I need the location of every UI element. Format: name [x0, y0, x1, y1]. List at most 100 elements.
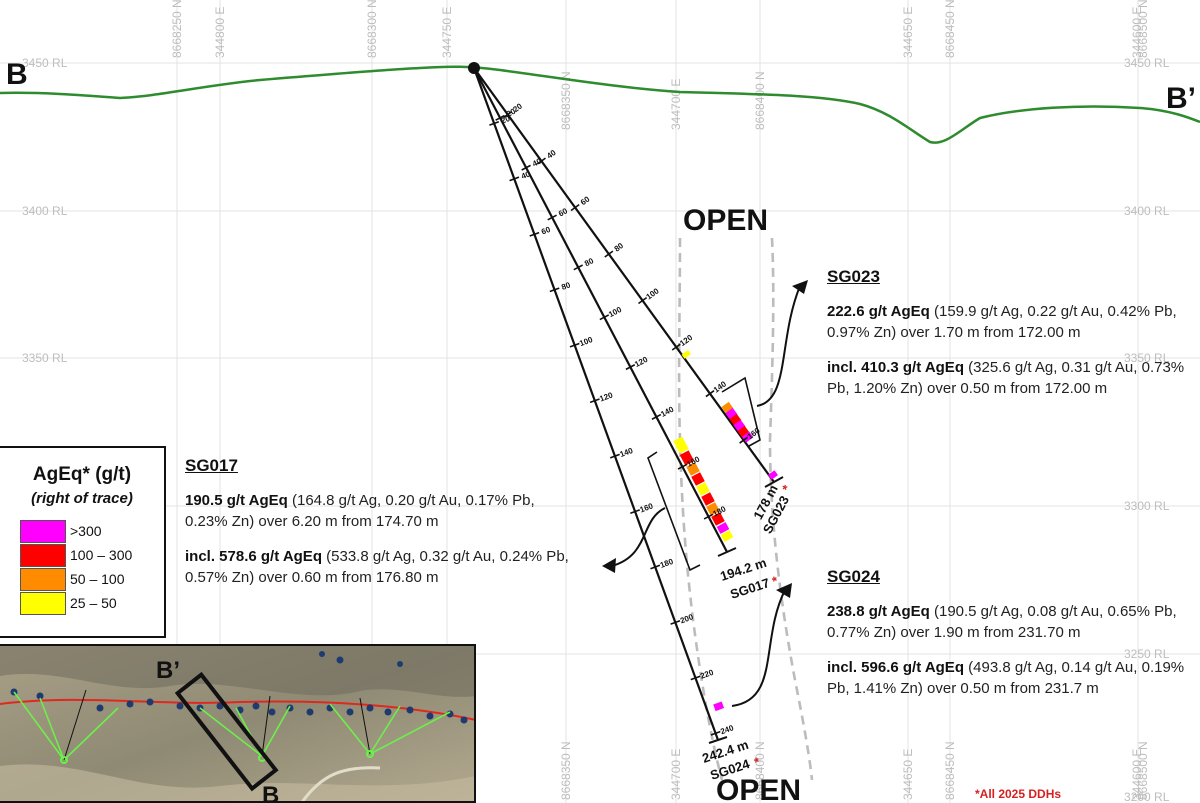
legend-swatch — [20, 519, 66, 543]
star-marker: * — [752, 754, 762, 770]
drill-trace-sg023 — [473, 67, 775, 483]
northing-label: 8668500 N — [1136, 0, 1150, 58]
easting-label: 344750 E — [440, 7, 454, 58]
northing-label: 8668450 N — [943, 0, 957, 58]
inset-canvas: B’ B — [0, 646, 474, 803]
easting-label: 344700 E — [669, 79, 683, 130]
result-incl-grade: incl. 596.6 g/t AgEq — [827, 659, 964, 676]
depth-tick-label: 140 — [659, 404, 675, 418]
terrain-ridge — [0, 646, 474, 697]
depth-tick-mark — [650, 564, 661, 570]
assay-interval — [706, 502, 720, 516]
depth-tick-mark — [671, 343, 681, 351]
depth-tick-label: 20 — [500, 114, 512, 126]
result-incl-grade: incl. 410.3 g/t AgEq — [827, 359, 964, 376]
legend: AgEq* (g/t) (right of trace) >300 100 – … — [0, 446, 166, 638]
depth-tick-mark — [604, 250, 614, 258]
footnote: *All 2025 DDHs — [975, 787, 1062, 801]
assay-interval — [711, 512, 725, 526]
open-zone-boundary-right — [768, 237, 814, 781]
assay-interval — [768, 470, 778, 480]
result-main-detail: (159.9 g/t Ag, 0.22 g/t Au, 0.42% Pb, 0.… — [827, 303, 1177, 341]
depth-tick-mark — [509, 176, 520, 182]
top-coordinates: 8668250 N 344800 E 8668300 N 344750 E 86… — [170, 0, 1150, 130]
rl-label-left: 3400 RL — [22, 204, 68, 218]
open-label-top: OPEN — [683, 204, 768, 237]
legend-item: 50 – 100 — [20, 567, 164, 591]
result-incl: incl. 410.3 g/t AgEq (325.6 g/t Ag, 0.31… — [827, 357, 1199, 399]
inset-label-b-prime: B’ — [156, 657, 180, 684]
assay-interval — [691, 472, 705, 486]
northing-label: 8668400 N — [753, 71, 767, 130]
depth-tick-label: 80 — [583, 256, 596, 268]
legend-label: 50 – 100 — [70, 571, 125, 587]
assay-interval — [729, 413, 742, 426]
track-road — [301, 766, 381, 801]
depth-tick-label: 180 — [659, 557, 675, 570]
interval-bracket-sg017 — [647, 451, 701, 572]
assay-interval — [737, 425, 750, 438]
assay-interval — [673, 436, 689, 454]
legend-item: >300 — [20, 519, 164, 543]
inset-label-b: B — [262, 782, 279, 803]
assay-interval — [701, 492, 715, 506]
legend-item: 100 – 300 — [20, 543, 164, 567]
rl-grid — [0, 62, 1200, 655]
legend-label: 25 – 50 — [70, 595, 117, 611]
depth-tick-mark — [489, 120, 500, 126]
legend-title: AgEq* (g/t) — [32, 464, 132, 485]
result-incl-detail: (493.8 g/t Ag, 0.14 g/t Au, 0.19% Pb, 1.… — [827, 659, 1185, 697]
callout-arrow-sg024 — [731, 589, 786, 707]
result-incl: incl. 578.6 g/t AgEq (533.8 g/t Ag, 0.32… — [185, 546, 575, 588]
drill-trace-sg017 — [473, 67, 728, 553]
northing-label: 8668450 N — [943, 741, 957, 800]
result-note-sg023: SG023 222.6 g/t AgEq (159.9 g/t Ag, 0.22… — [827, 266, 1199, 413]
result-main-grade: 238.8 g/t AgEq — [827, 603, 930, 620]
assay-interval — [686, 462, 700, 476]
assay-interval — [733, 419, 746, 432]
location-inset-map: B’ B — [0, 644, 476, 803]
easting-label: 344800 E — [213, 7, 227, 58]
assay-sg024 — [713, 701, 725, 712]
legend-items: >300 100 – 300 50 – 100 25 – 50 — [0, 519, 164, 615]
legend-swatch — [20, 591, 66, 615]
section-traces-inset — [63, 689, 371, 761]
depth-tick-mark — [630, 509, 641, 515]
depth-tick-label: 40 — [545, 148, 558, 161]
result-main-grade: 190.5 g/t AgEq — [185, 492, 288, 509]
assay-interval — [721, 401, 734, 414]
depth-tick-label: 100 — [607, 305, 623, 319]
result-note-sg024: SG024 238.8 g/t AgEq (190.5 g/t Ag, 0.08… — [827, 566, 1199, 713]
depth-tick-mark — [599, 314, 610, 321]
terrain-valley — [0, 764, 474, 801]
easting-label: 344600 E — [1130, 7, 1144, 58]
depth-tick-mark — [638, 297, 648, 305]
assay-interval — [679, 450, 695, 466]
rl-label-left: 3350 RL — [22, 351, 68, 365]
rl-label-right: 3400 RL — [1124, 204, 1170, 218]
depth-tick-label: 100 — [645, 286, 662, 301]
end-cap-sg024 — [708, 736, 728, 744]
depth-tick-mark — [710, 730, 721, 736]
depth-ticks: 2040608010012014016018020406080100120140… — [489, 101, 762, 736]
vertical-grid — [176, 0, 1139, 803]
result-title: SG017 — [185, 456, 238, 475]
rl-label-right: 3350 RL — [1124, 351, 1170, 365]
result-incl-detail: (533.8 g/t Ag, 0.32 g/t Au, 0.24% Pb, 0.… — [185, 548, 569, 586]
collar-inset — [366, 750, 374, 758]
callout-arrow-sg017 — [611, 507, 666, 567]
callout-arrow-sg023 — [756, 285, 801, 407]
arrowhead — [792, 280, 808, 294]
legend-subtitle: (right of trace) — [31, 490, 133, 507]
depth-tick-label: 40 — [531, 156, 544, 168]
depth-tick-mark — [677, 463, 688, 470]
assay-interval — [696, 482, 710, 496]
end-cap-sg017 — [717, 547, 737, 557]
depth-tick-mark — [705, 390, 715, 398]
depth-tick-mark — [570, 203, 580, 212]
rl-label-right: 3200 RL — [1124, 790, 1170, 803]
depth-tick-mark — [549, 287, 560, 293]
rl-labels: 3450 RL 3400 RL 3350 RL 3450 RL 3400 RL … — [22, 56, 1170, 803]
depth-tick-label: 40 — [520, 169, 532, 181]
